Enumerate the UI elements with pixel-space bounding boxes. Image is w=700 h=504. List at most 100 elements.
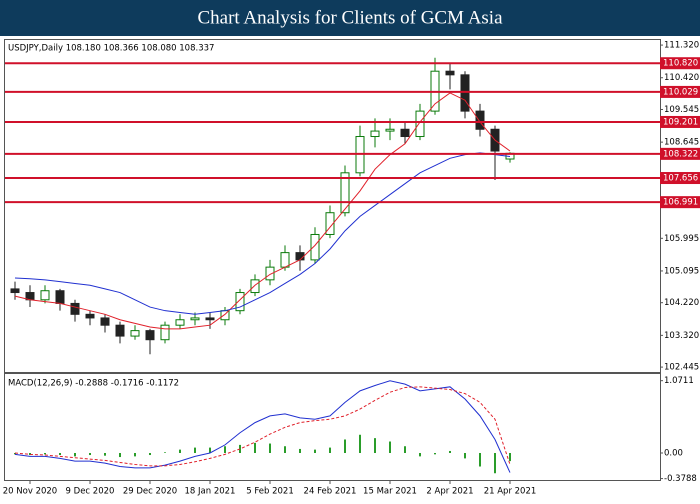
histogram-bar [269, 443, 271, 453]
macd-panel [4, 373, 661, 481]
x-tick-label: 5 Feb 2021 [246, 487, 294, 497]
histogram-bar [434, 452, 436, 455]
candle-body [265, 266, 275, 281]
level-tag [660, 172, 700, 185]
candle-body [400, 128, 410, 138]
histogram-bar [464, 452, 466, 459]
y-tick-label: 111.320 [664, 41, 699, 51]
candle-body [40, 290, 50, 301]
page-title: Chart Analysis for Clients of GCM Asia [197, 7, 503, 28]
histogram-bar [374, 438, 376, 453]
x-tick-label: 21 Apr 2021 [484, 487, 537, 497]
candle-body [85, 313, 95, 319]
histogram-bar [344, 439, 346, 453]
candle-body [310, 233, 320, 261]
level-tag [660, 85, 700, 98]
histogram-bar [134, 452, 136, 457]
candle-body [100, 317, 110, 326]
histogram-bar [449, 450, 451, 453]
candle-body [445, 70, 455, 76]
candle-body [175, 319, 185, 326]
x-tick-label: 9 Dec 2020 [66, 487, 115, 497]
level-tag [660, 196, 700, 209]
candle-body [160, 324, 170, 341]
level-tag [660, 147, 700, 160]
y-tick-label: 103.320 [664, 331, 699, 341]
y-tick-label: 105.995 [664, 234, 699, 244]
histogram-bar [74, 452, 76, 457]
histogram-bar [179, 449, 181, 453]
histogram-bar [419, 452, 421, 457]
moving-average [14, 92, 511, 330]
macd-line [14, 386, 511, 467]
histogram-bar [164, 452, 166, 453]
histogram-bar [14, 452, 16, 455]
y-tick-label: 102.445 [664, 363, 699, 373]
y-tick-label: 109.545 [664, 105, 699, 115]
level-label: 110.820 [663, 59, 698, 69]
histogram-bar [509, 452, 511, 462]
x-tick-label: 2 Apr 2021 [426, 487, 473, 497]
histogram-bar [404, 446, 406, 453]
candle-body [130, 330, 140, 337]
y-tick-label: 0.00 [664, 448, 683, 458]
histogram-bar [119, 452, 121, 458]
x-tick-label: 20 Nov 2020 [3, 487, 57, 497]
candle-body [10, 288, 20, 294]
histogram-bar [209, 447, 211, 453]
candle-body [115, 324, 125, 337]
candle-body [370, 130, 380, 138]
macd-info: MACD(12,26,9) -0.2888 -0.1716 -0.1172 [8, 379, 179, 389]
histogram-bar [254, 442, 256, 453]
y-tick-label: 105.095 [664, 266, 699, 276]
histogram-bar [89, 452, 91, 456]
histogram-bar [149, 452, 151, 456]
histogram-bar [389, 441, 391, 453]
level-label: 106.991 [663, 198, 698, 208]
y-tick-label: 108.645 [664, 138, 699, 148]
candle-body [145, 330, 155, 341]
level-tag [660, 115, 700, 128]
candle-body [235, 292, 245, 312]
candle-body [340, 172, 350, 214]
histogram-bar [194, 447, 196, 453]
macd-line [14, 380, 511, 473]
histogram-bar [479, 452, 481, 467]
x-tick-label: 29 Dec 2020 [123, 487, 177, 497]
level-label: 109.201 [663, 117, 698, 127]
level-tag [660, 57, 700, 70]
level-label: 110.029 [663, 87, 698, 97]
candle-body [55, 290, 65, 304]
candle-body [325, 212, 335, 235]
histogram-bar [104, 452, 106, 456]
candle-body [70, 302, 80, 315]
x-tick-label: 15 Mar 2021 [363, 487, 417, 497]
candle-body [295, 252, 305, 261]
histogram-bar [359, 434, 361, 453]
candle-body [250, 279, 260, 294]
y-tick-label: 110.420 [664, 73, 699, 83]
y-tick-label: 1.0711 [664, 376, 694, 386]
y-tick-label: -0.3788 [664, 474, 697, 484]
histogram-bar [44, 452, 46, 455]
symbol-info: USDJPY,Daily 108.180 108.366 108.080 108… [8, 44, 214, 54]
histogram-bar [59, 452, 61, 456]
histogram-bar [224, 446, 226, 453]
x-tick-label: 18 Jan 2021 [185, 487, 236, 497]
candle-body [415, 110, 425, 138]
candle-body [280, 252, 290, 268]
candle-body [460, 74, 470, 112]
y-tick-label: 104.220 [664, 298, 699, 308]
candle-body [205, 317, 215, 321]
title-bar [0, 0, 700, 36]
moving-average [14, 152, 511, 315]
histogram-bar [299, 448, 301, 453]
histogram-bar [494, 452, 496, 474]
x-tick-label: 24 Feb 2021 [304, 487, 357, 497]
candle-body [475, 110, 485, 130]
candle-body [190, 317, 200, 321]
level-label: 107.656 [663, 174, 698, 184]
histogram-bar [329, 447, 331, 453]
histogram-bar [314, 449, 316, 453]
